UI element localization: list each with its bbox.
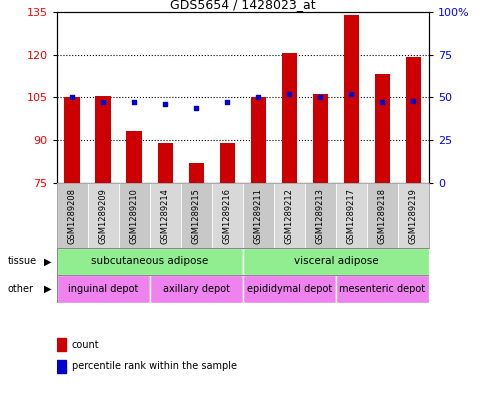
Text: mesenteric depot: mesenteric depot: [339, 284, 425, 294]
Bar: [181, 183, 212, 248]
Text: GSM1289219: GSM1289219: [409, 188, 418, 244]
Point: [161, 101, 169, 107]
Bar: [243, 275, 336, 303]
Text: GSM1289210: GSM1289210: [130, 188, 139, 244]
Bar: [57, 275, 150, 303]
Bar: [57, 360, 66, 373]
Bar: [243, 183, 274, 248]
Text: GSM1289213: GSM1289213: [316, 188, 325, 244]
Point: [410, 97, 418, 104]
Bar: [212, 183, 243, 248]
Bar: [313, 94, 328, 183]
Text: visceral adipose: visceral adipose: [293, 256, 378, 266]
Text: GSM1289214: GSM1289214: [161, 188, 170, 244]
Bar: [344, 15, 359, 183]
Bar: [243, 248, 429, 275]
Point: [99, 99, 107, 106]
Bar: [157, 143, 173, 183]
Bar: [250, 97, 266, 183]
Text: GSM1289216: GSM1289216: [223, 188, 232, 244]
Bar: [398, 183, 429, 248]
Point: [285, 91, 293, 97]
Bar: [96, 96, 111, 183]
Bar: [282, 53, 297, 183]
Text: percentile rank within the sample: percentile rank within the sample: [71, 361, 237, 371]
Bar: [305, 183, 336, 248]
Text: count: count: [71, 340, 99, 350]
Text: axillary depot: axillary depot: [163, 284, 230, 294]
Bar: [274, 183, 305, 248]
Point: [192, 105, 200, 111]
Bar: [150, 275, 243, 303]
Bar: [406, 57, 421, 183]
Bar: [57, 183, 88, 248]
Bar: [150, 183, 181, 248]
Bar: [57, 248, 243, 275]
Text: other: other: [7, 284, 34, 294]
Text: GSM1289215: GSM1289215: [192, 188, 201, 244]
Bar: [188, 163, 204, 183]
Bar: [219, 143, 235, 183]
Title: GDS5654 / 1428023_at: GDS5654 / 1428023_at: [170, 0, 316, 11]
Bar: [375, 74, 390, 183]
Bar: [367, 183, 398, 248]
Text: GSM1289212: GSM1289212: [285, 188, 294, 244]
Text: subcutaneous adipose: subcutaneous adipose: [91, 256, 209, 266]
Point: [379, 99, 387, 106]
Bar: [127, 131, 142, 183]
Bar: [65, 97, 80, 183]
Bar: [57, 338, 66, 351]
Point: [223, 99, 231, 106]
Text: epididymal depot: epididymal depot: [246, 284, 332, 294]
Bar: [119, 183, 150, 248]
Point: [130, 99, 138, 106]
Text: ▶: ▶: [44, 284, 52, 294]
Text: GSM1289217: GSM1289217: [347, 188, 356, 244]
Bar: [88, 183, 119, 248]
Text: inguinal depot: inguinal depot: [68, 284, 139, 294]
Text: GSM1289209: GSM1289209: [99, 188, 108, 244]
Bar: [336, 183, 367, 248]
Text: GSM1289208: GSM1289208: [68, 188, 77, 244]
Point: [68, 94, 76, 100]
Text: GSM1289211: GSM1289211: [254, 188, 263, 244]
Text: ▶: ▶: [44, 256, 52, 266]
Point: [254, 94, 262, 100]
Point: [317, 94, 324, 100]
Text: GSM1289218: GSM1289218: [378, 188, 387, 244]
Text: tissue: tissue: [7, 256, 36, 266]
Point: [348, 91, 355, 97]
Bar: [336, 275, 429, 303]
